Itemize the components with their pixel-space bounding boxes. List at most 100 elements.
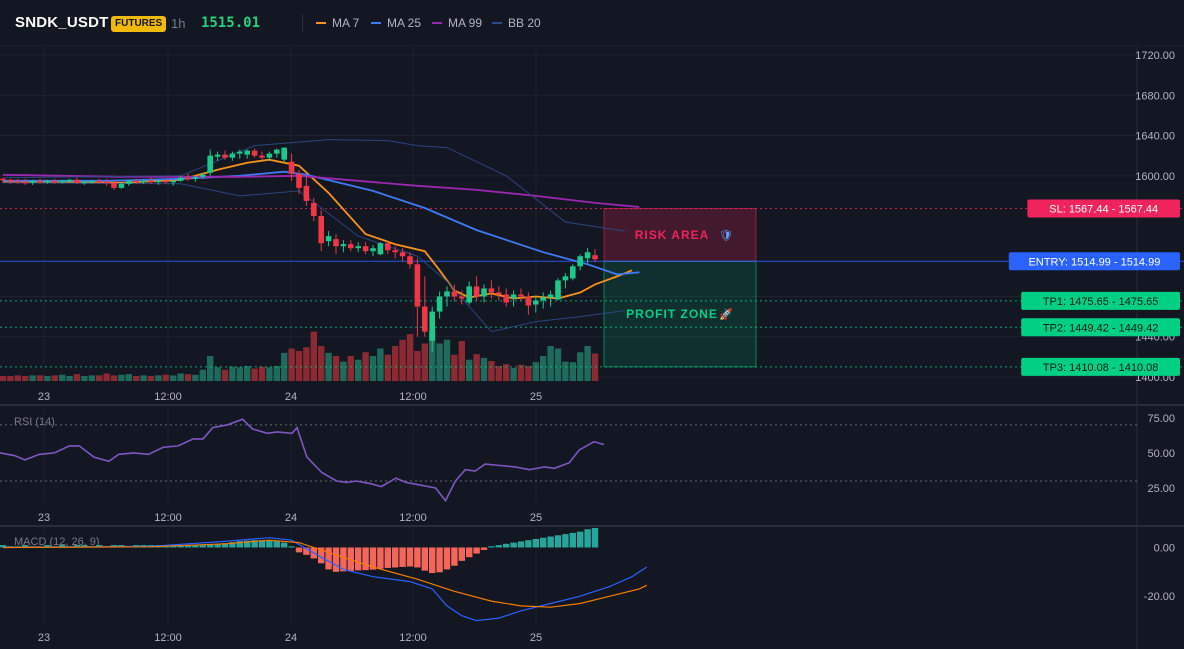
candle-body — [592, 255, 598, 260]
macd-histogram-bar — [192, 545, 199, 548]
macd-histogram-bar — [229, 542, 236, 548]
volume-bar — [436, 343, 443, 381]
macd-histogram-bar — [540, 537, 547, 548]
candle-body — [510, 294, 517, 299]
macd-histogram-bar — [562, 534, 569, 548]
macd-histogram-bar — [429, 547, 436, 574]
candle-body — [148, 180, 154, 183]
futures-badge: FUTURES — [111, 16, 167, 32]
candle-body — [200, 174, 206, 177]
timeframe-selector[interactable]: 1h — [171, 16, 186, 31]
volume-bar — [155, 375, 162, 381]
volume-bar — [495, 366, 502, 381]
macd-histogram-bar — [443, 547, 451, 570]
macd-histogram-bar — [244, 540, 251, 548]
candle-body — [266, 153, 273, 158]
chart-header: SNDK_USDT FUTURES 1h 1515.01 MA 7 MA 25 … — [0, 0, 1184, 46]
volume-bar — [503, 364, 510, 381]
macd-histogram-bar — [591, 528, 599, 548]
volume-bar — [466, 359, 473, 381]
legend-ma25[interactable]: MA 25 — [371, 16, 421, 30]
candle-body — [274, 149, 280, 154]
candle-body — [407, 256, 413, 265]
legend-bb20[interactable]: BB 20 — [492, 16, 541, 30]
macd-histogram-bar — [258, 540, 266, 548]
candle-body — [103, 181, 110, 184]
macd-histogram-bar — [399, 547, 406, 567]
x-axis-tick: 24 — [285, 632, 297, 644]
candle-body — [89, 180, 95, 183]
volume-bar — [96, 375, 103, 381]
candle-body — [533, 300, 539, 305]
candle-body — [466, 286, 472, 303]
candle-body — [488, 288, 495, 293]
x-axis-tick: 23 — [38, 391, 50, 403]
macd-histogram-bar — [577, 531, 584, 548]
candle-body — [385, 243, 391, 251]
level-tag-text-entry: ENTRY: 1514.99 - 1514.99 — [1028, 256, 1160, 268]
macd-histogram-bar — [414, 547, 421, 568]
macd-histogram-bar — [355, 547, 362, 571]
legend-ma25-label: MA 25 — [387, 16, 422, 30]
macd-histogram-bar — [488, 546, 495, 548]
candle-body — [496, 292, 502, 295]
level-tag-tp — [1021, 291, 1180, 310]
legend-ma7[interactable]: MA 7 — [316, 16, 359, 30]
macd-histogram-bar — [266, 540, 273, 548]
candle-body — [392, 250, 398, 253]
level-tag-tp — [1021, 357, 1180, 376]
line-bb-20-lower — [2, 182, 625, 333]
x-axis-tick: 12:00 — [154, 512, 182, 524]
volume-bar — [162, 374, 169, 381]
line-bb-20-upper — [2, 139, 625, 232]
candle-body — [547, 294, 554, 298]
candle-body — [15, 180, 21, 183]
candle-body — [555, 280, 561, 300]
volume-bar — [451, 354, 458, 381]
candle-body — [96, 180, 102, 183]
macd-histogram-bar — [421, 547, 428, 571]
candle-body — [459, 296, 465, 299]
macd-histogram-bar — [406, 547, 414, 567]
candle-body — [251, 150, 258, 156]
candle-body — [52, 180, 58, 183]
candle-body — [170, 180, 176, 183]
volume-bar — [88, 375, 95, 381]
volume-bar — [369, 356, 377, 381]
legend-ma99[interactable]: MA 99 — [432, 16, 482, 30]
macd-histogram-bar — [303, 547, 310, 555]
volume-bar — [214, 367, 221, 381]
volume-bar — [295, 351, 303, 381]
volume-bar — [177, 373, 184, 381]
macd-histogram-bar — [451, 547, 458, 566]
volume-bar — [480, 357, 488, 381]
candle-body — [29, 180, 36, 183]
macd-histogram-bar — [466, 547, 473, 558]
volume-bar — [125, 374, 132, 381]
candle-body — [473, 286, 480, 297]
volume-bar — [547, 346, 554, 381]
candle-body — [333, 239, 339, 247]
macd-histogram-bar — [569, 532, 576, 548]
candle-body — [133, 180, 139, 183]
legend-ma99-label: MA 99 — [448, 16, 483, 30]
macd-histogram-bar — [332, 547, 340, 572]
candle-body — [281, 147, 287, 160]
volume-bar — [110, 375, 118, 381]
candle-body — [185, 177, 191, 180]
symbol-title[interactable]: SNDK_USDT — [15, 14, 109, 31]
volume-bar — [133, 376, 140, 381]
candle-body — [503, 294, 509, 303]
candle-body — [126, 180, 132, 184]
level-tag-sl — [1027, 199, 1180, 218]
volume-bar — [377, 348, 384, 381]
volume-bar — [7, 376, 14, 381]
candle-body — [436, 296, 443, 312]
price-axis-tick: 1640.00 — [1135, 131, 1175, 143]
legend-bb20-swatch — [492, 21, 502, 24]
volume-bar — [22, 376, 29, 381]
candle-body — [111, 182, 117, 188]
candle-body — [163, 180, 169, 183]
candle-body — [444, 291, 450, 297]
